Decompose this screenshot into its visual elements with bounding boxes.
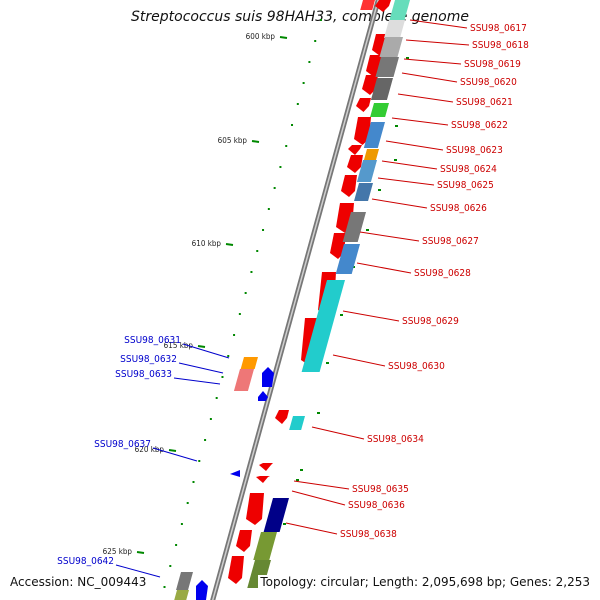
gene-label[interactable]: SSU98_0629 (402, 316, 459, 327)
gene-block[interactable] (370, 103, 389, 117)
label-leader-line (291, 490, 346, 506)
gene-arrow[interactable] (275, 410, 289, 424)
gene-block[interactable] (389, 0, 410, 20)
gene-block[interactable] (363, 149, 379, 161)
gene-label[interactable]: SSU98_0622 (451, 120, 508, 131)
gene-block[interactable] (253, 532, 277, 560)
gene-label[interactable]: SSU98_0628 (414, 268, 471, 279)
gene-label[interactable]: SSU98_0623 (446, 145, 503, 156)
label-leader-line (385, 140, 444, 151)
gene-label[interactable]: SSU98_0631 (124, 335, 181, 346)
gene-label[interactable]: SSU98_0625 (437, 180, 494, 191)
label-leader-line (381, 160, 438, 170)
label-leader-line (342, 310, 400, 322)
ruler-major-tick (279, 36, 288, 39)
label-leader-line (359, 231, 420, 242)
gene-block[interactable] (360, 0, 375, 10)
gene-arrow[interactable] (341, 175, 357, 197)
gene-arrow[interactable] (228, 556, 244, 584)
gene-arrow-reverse[interactable] (262, 367, 274, 387)
gene-block[interactable] (233, 369, 254, 391)
label-leader-line (391, 117, 449, 126)
label-leader-line (397, 93, 454, 103)
label-leader-line (377, 177, 435, 186)
genome-backbone-highlight (211, 0, 380, 600)
gene-block[interactable] (370, 78, 393, 100)
ruler-major-tick (168, 449, 177, 452)
gene-block[interactable] (354, 183, 373, 201)
gene-label[interactable]: SSU98_0636 (348, 500, 405, 511)
gene-block[interactable] (375, 57, 399, 77)
ruler-major-tick (225, 243, 234, 246)
gene-block[interactable] (356, 160, 377, 182)
gene-label[interactable]: SSU98_0620 (460, 77, 517, 88)
gene-block[interactable] (240, 357, 258, 369)
gene-label[interactable]: SSU98_0632 (120, 354, 177, 365)
label-leader-line (285, 522, 338, 535)
ruler-major-tick (251, 140, 260, 143)
label-leader-line (409, 19, 468, 29)
label-leader-line (401, 72, 458, 83)
gene-label[interactable]: SSU98_0642 (57, 556, 114, 567)
gene-arrow[interactable] (348, 145, 362, 155)
gene-label[interactable]: SSU98_0634 (367, 434, 424, 445)
gene-label[interactable]: SSU98_0630 (388, 361, 445, 372)
gene-label[interactable]: SSU98_0617 (470, 23, 527, 34)
gene-arrow-reverse[interactable] (196, 580, 208, 600)
label-leader-line (173, 377, 221, 385)
gene-label[interactable]: SSU98_0635 (352, 484, 409, 495)
ruler-label: 605 kbp (218, 136, 248, 145)
gene-label[interactable]: SSU98_0627 (422, 236, 479, 247)
label-leader-line (152, 447, 198, 462)
ruler-label: 610 kbp (192, 239, 222, 248)
ruler-label: 620 kbp (135, 445, 165, 454)
gene-arrow[interactable] (356, 98, 371, 112)
label-leader-line (371, 198, 428, 209)
gene-block[interactable] (301, 280, 345, 372)
ruler-label: 600 kbp (246, 32, 276, 41)
label-leader-line (293, 480, 350, 490)
gene-block[interactable] (289, 416, 305, 430)
label-leader-line (403, 58, 462, 65)
label-leader-line (311, 426, 365, 440)
gene-arrow[interactable] (236, 530, 252, 552)
gene-arrow[interactable] (246, 493, 264, 525)
gene-block[interactable] (379, 37, 403, 57)
gene-block[interactable] (335, 244, 360, 274)
label-leader-line (405, 39, 470, 46)
gene-arrow[interactable] (375, 0, 391, 12)
ruler-major-tick (197, 345, 206, 348)
gene-label[interactable]: SSU98_0624 (440, 164, 497, 175)
label-leader-line (182, 343, 230, 359)
label-leader-line (332, 354, 386, 367)
topology-text: Topology: circular; Length: 2,095,698 bp… (258, 575, 592, 589)
gene-label[interactable]: SSU98_0633 (115, 369, 172, 380)
label-leader-line (356, 262, 412, 274)
gene-arrow[interactable] (347, 155, 363, 173)
gene-arrow-reverse[interactable] (258, 391, 268, 401)
gene-block[interactable] (176, 572, 193, 590)
gene-arrow[interactable] (256, 476, 270, 483)
gene-label[interactable]: SSU98_0619 (464, 59, 521, 70)
gene-arrow-reverse[interactable] (230, 470, 240, 477)
gene-block[interactable] (342, 212, 366, 242)
gene-label[interactable]: SSU98_0637 (94, 439, 151, 450)
gene-block[interactable] (263, 498, 289, 532)
gene-label[interactable]: SSU98_0626 (430, 203, 487, 214)
ruler-label: 615 kbp (164, 341, 194, 350)
gene-block[interactable] (174, 590, 189, 600)
ruler-major-tick (136, 551, 145, 554)
gene-label[interactable]: SSU98_0618 (472, 40, 529, 51)
gene-block[interactable] (363, 122, 385, 148)
gene-arrow[interactable] (259, 463, 273, 471)
label-leader-line (115, 564, 161, 578)
ruler-label: 625 kbp (103, 547, 133, 556)
accession-text: Accession: NC_009443 (8, 575, 149, 589)
map-title: Streptococcus suis 98HAH33, complete gen… (131, 9, 469, 25)
gene-block[interactable] (384, 20, 405, 38)
gene-label[interactable]: SSU98_0638 (340, 529, 397, 540)
gene-label[interactable]: SSU98_0621 (456, 97, 513, 108)
label-leader-line (178, 362, 224, 374)
